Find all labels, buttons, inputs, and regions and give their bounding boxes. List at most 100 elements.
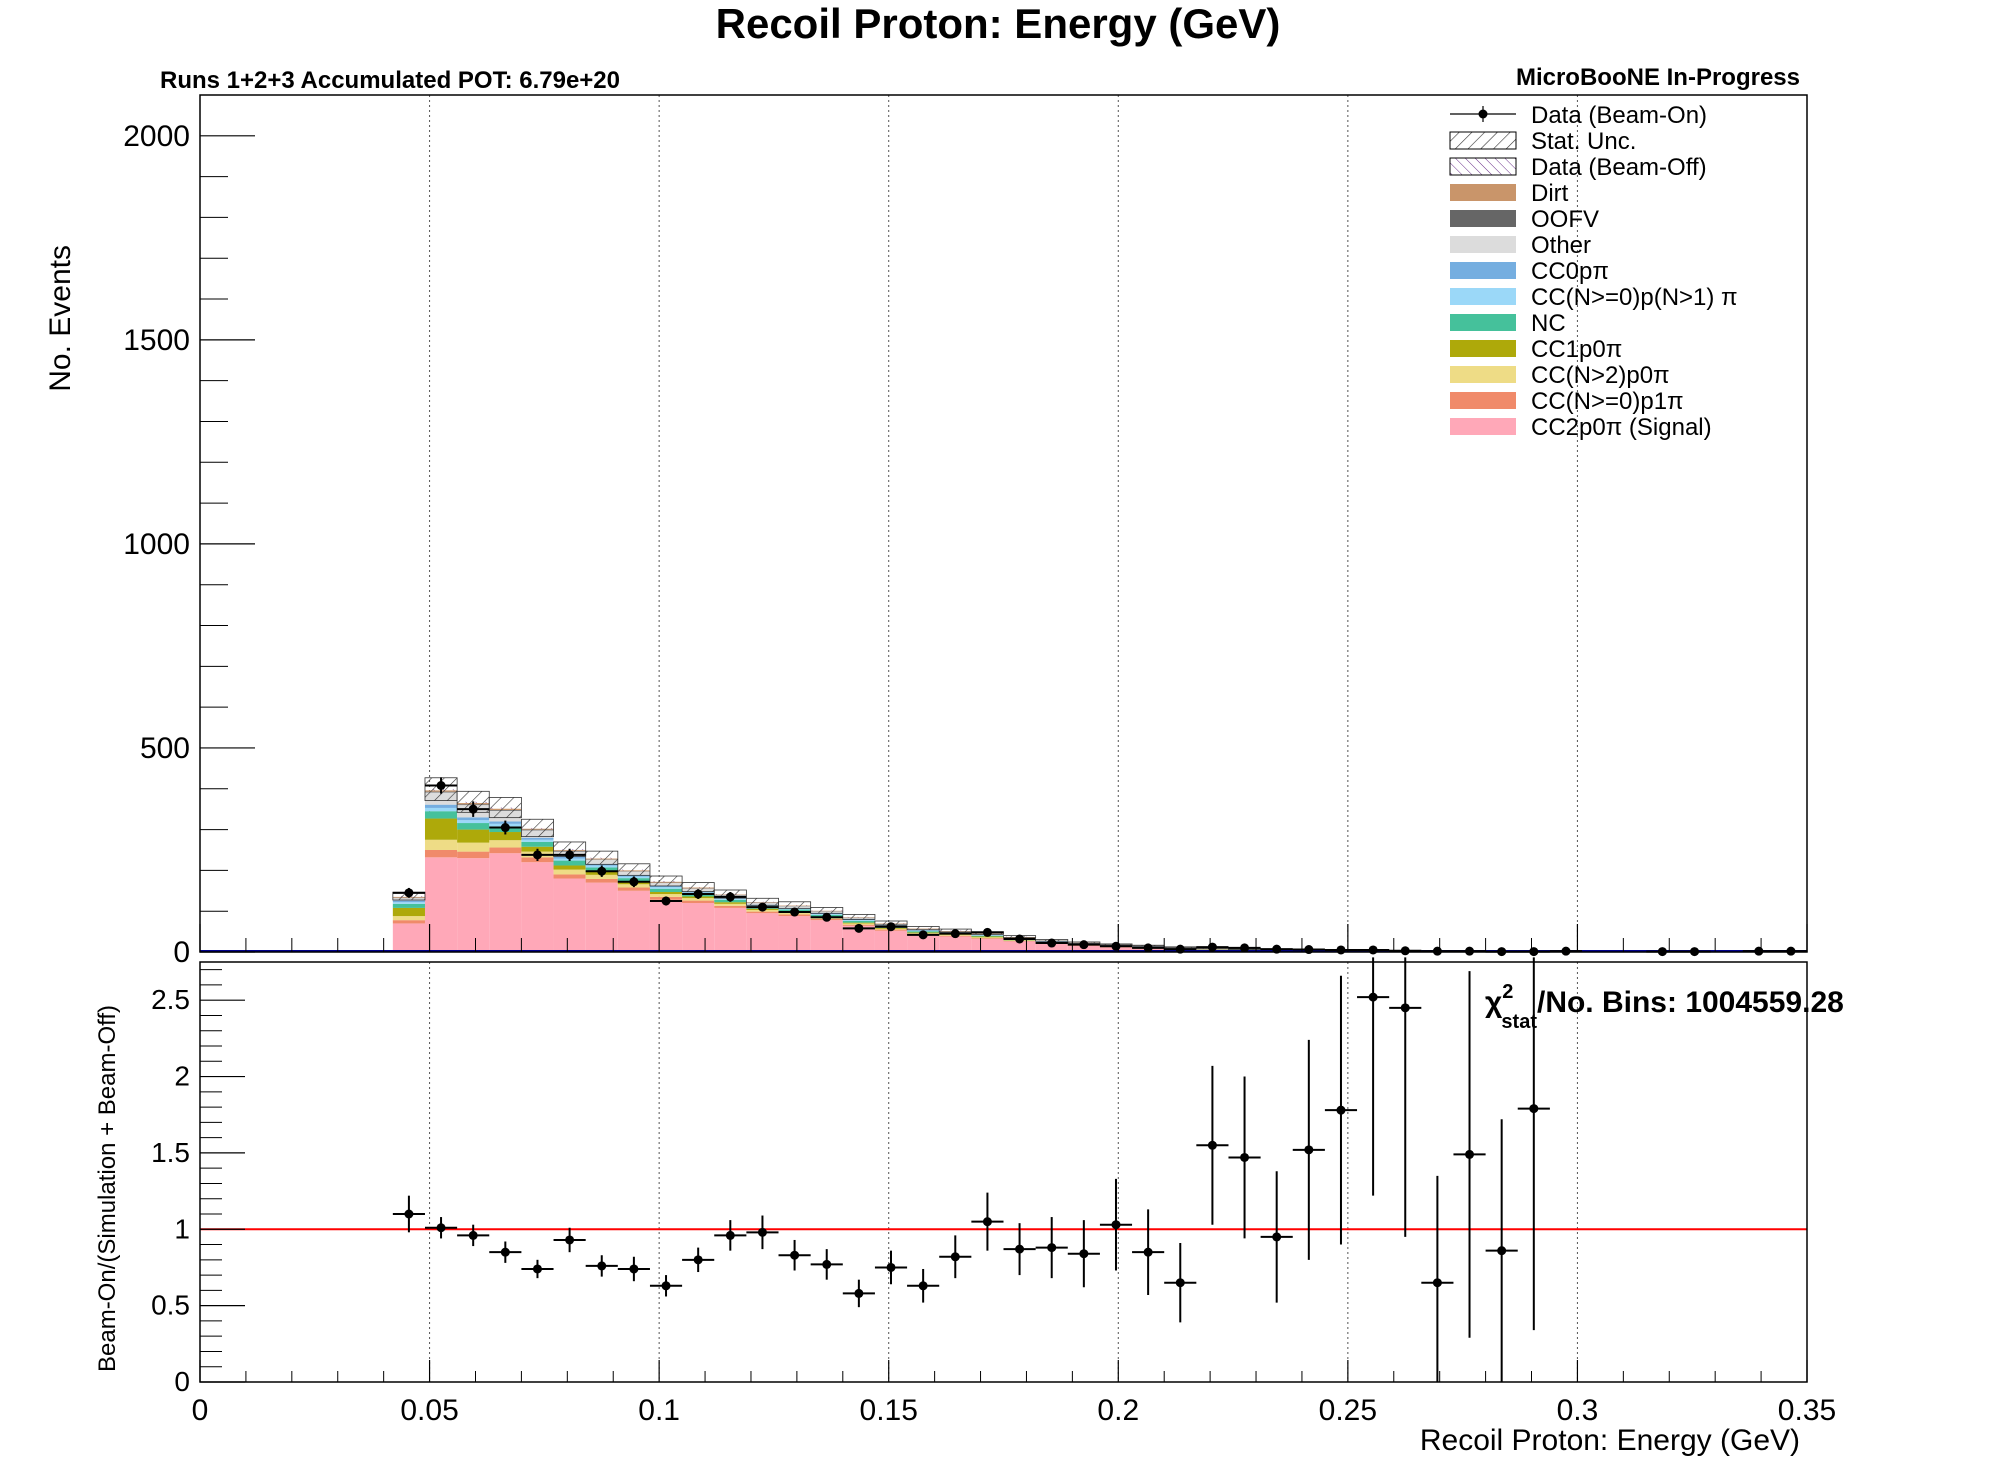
- hist-bar: [746, 913, 779, 952]
- legend-label: Dirt: [1531, 180, 1569, 207]
- hist-bar: [714, 902, 747, 904]
- hist-bar: [810, 920, 843, 952]
- ratio-points: [392, 957, 1550, 1382]
- hist-bar: [842, 920, 875, 923]
- legend-swatch: [1450, 340, 1516, 357]
- ratio-point: [565, 1235, 575, 1245]
- legend-label: CC1p0π: [1531, 336, 1622, 363]
- legend-label: CC0pπ: [1531, 258, 1609, 285]
- bottom-panel: 00.511.522.5 0 0.05 0.1 0.15 0.2 0.25 0.3 0.35 …: [94, 924, 1844, 1457]
- hist-bar: [553, 878, 586, 952]
- ratio-point: [1272, 1232, 1282, 1242]
- hist-bar: [521, 841, 554, 847]
- hist-bar: [521, 862, 554, 952]
- hist-bar: [971, 937, 1004, 939]
- data-point: [886, 922, 896, 932]
- legend-label: Data (Beam-On): [1531, 102, 1707, 129]
- legend: Data (Beam-On)Stat. Unc.Data (Beam-Off)D…: [1449, 102, 1738, 441]
- bottom-y-tick-label: 0.5: [151, 1290, 190, 1321]
- ratio-point: [1111, 1220, 1121, 1230]
- top-y-tick-label: 2000: [123, 120, 190, 153]
- top-y-tick-label: 500: [140, 732, 190, 765]
- legend-swatch: [1450, 392, 1516, 409]
- data-point: [1143, 943, 1153, 953]
- top-y-axis-label: No. Events: [44, 245, 77, 392]
- stat-unc-box: [810, 907, 844, 914]
- data-point: [436, 780, 446, 790]
- stat-unc-box: [521, 818, 554, 838]
- hist-bar: [489, 832, 522, 841]
- chart-title: Recoil Proton: Energy (GeV): [716, 0, 1281, 47]
- ratio-point: [822, 1259, 832, 1269]
- data-point: [1432, 946, 1442, 956]
- hist-bar: [649, 888, 683, 893]
- stacked-histogram: [392, 789, 1550, 952]
- ratio-point: [1143, 1247, 1153, 1257]
- hist-bar: [649, 885, 683, 888]
- data-point: [725, 892, 735, 902]
- hist-bar: [649, 899, 683, 952]
- x-tick-label: 0.2: [1097, 1394, 1139, 1427]
- data-point: [468, 804, 478, 814]
- hist-bar: [489, 847, 522, 854]
- hist-bar: [424, 839, 458, 850]
- data-point: [1015, 934, 1025, 944]
- data-point: [918, 930, 928, 940]
- ratio-point: [1207, 1140, 1217, 1150]
- chi2-annotation: χ2 stat/No. Bins: 1004559.28: [1485, 981, 1844, 1033]
- data-point: [950, 929, 960, 939]
- ratio-point: [532, 1264, 542, 1274]
- data-point: [693, 889, 703, 899]
- hist-bar: [874, 930, 908, 952]
- hist-bar: [971, 938, 1004, 952]
- ratio-point: [404, 1209, 414, 1219]
- data-point: [532, 850, 542, 860]
- legend-entry: CC(N>2)p0π: [1450, 362, 1670, 389]
- x-axis: 0 0.05 0.1 0.15 0.2 0.25 0.3 0.35: [192, 924, 1836, 1427]
- top-y-tick-label: 1000: [123, 528, 190, 561]
- data-point: [1465, 946, 1475, 956]
- hist-bar: [424, 849, 458, 858]
- top-x-grid: [429, 95, 1578, 952]
- legend-label: CC(N>2)p0π: [1531, 362, 1670, 389]
- ratio-point: [854, 1288, 864, 1298]
- ratio-point: [1015, 1244, 1025, 1254]
- legend-swatch: [1450, 288, 1516, 305]
- hist-bar: [585, 878, 618, 883]
- legend-swatch: [1449, 157, 1517, 176]
- x-tick-label: 0: [192, 1394, 209, 1427]
- hist-bar: [457, 823, 490, 830]
- ratio-point: [1336, 1105, 1346, 1115]
- data-point: [822, 912, 832, 922]
- data-point: [982, 927, 992, 937]
- hist-bar: [649, 894, 683, 897]
- data-point: [1786, 946, 1796, 956]
- ratio-point: [918, 1281, 928, 1291]
- legend-entry: Dirt: [1450, 180, 1569, 207]
- bottom-x-grid: [429, 962, 1578, 1382]
- data-point: [1561, 946, 1571, 956]
- legend-entry: CC0pπ: [1450, 258, 1609, 285]
- hist-bar: [649, 887, 683, 889]
- chi2-symbol: χ: [1485, 986, 1503, 1019]
- chi2-superscript: 2: [1502, 981, 1513, 1003]
- hist-bar: [553, 860, 586, 866]
- legend-label: NC: [1531, 310, 1566, 337]
- ratio-point: [790, 1250, 800, 1260]
- top-y-tick-label: 0: [173, 936, 190, 969]
- legend-entry: Data (Beam-Off): [1449, 154, 1707, 181]
- stat-unc-box: [585, 850, 619, 865]
- hist-bar: [392, 907, 425, 917]
- data-point: [1047, 938, 1057, 948]
- ratio-point: [757, 1227, 767, 1237]
- bottom-y-tick-label: 2: [174, 1061, 190, 1092]
- ratio-point: [1079, 1249, 1089, 1259]
- legend-entry: OOFV: [1450, 206, 1599, 233]
- hist-bar: [682, 903, 715, 952]
- data-point: [790, 907, 800, 917]
- legend-label: OOFV: [1531, 206, 1599, 233]
- bottom-y-axis: 0 0.5 1 1.5 2 2.5: [151, 969, 245, 1397]
- legend-entry: Other: [1450, 232, 1591, 259]
- hist-bar: [392, 903, 425, 908]
- legend-entry: NC: [1450, 310, 1566, 337]
